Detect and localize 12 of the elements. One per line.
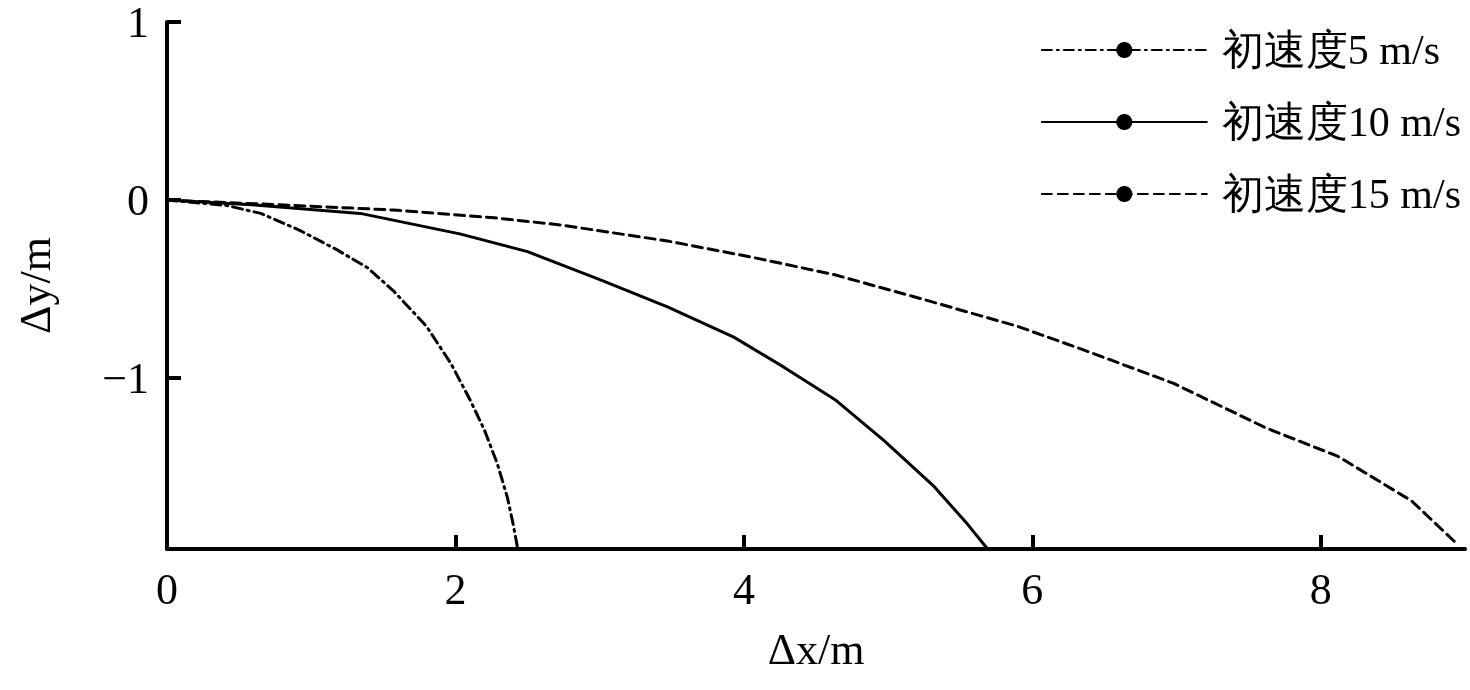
- legend-label: 初速度15 m/s: [1221, 171, 1461, 217]
- y-axis-title: Δy/m: [10, 237, 60, 334]
- x-axis-title: Δx/m: [767, 624, 865, 674]
- legend-label: 初速度5 m/s: [1221, 27, 1440, 73]
- y-tick-label: 0: [127, 175, 149, 225]
- legend-label: 初速度10 m/s: [1221, 99, 1461, 145]
- y-tick-label: −1: [102, 353, 149, 403]
- x-tick-label: 8: [1309, 564, 1332, 614]
- y-tick-label: 1: [127, 0, 149, 47]
- x-tick-label: 2: [444, 564, 467, 614]
- x-tick-label: 6: [1021, 564, 1044, 614]
- x-tick-label: 4: [732, 564, 755, 614]
